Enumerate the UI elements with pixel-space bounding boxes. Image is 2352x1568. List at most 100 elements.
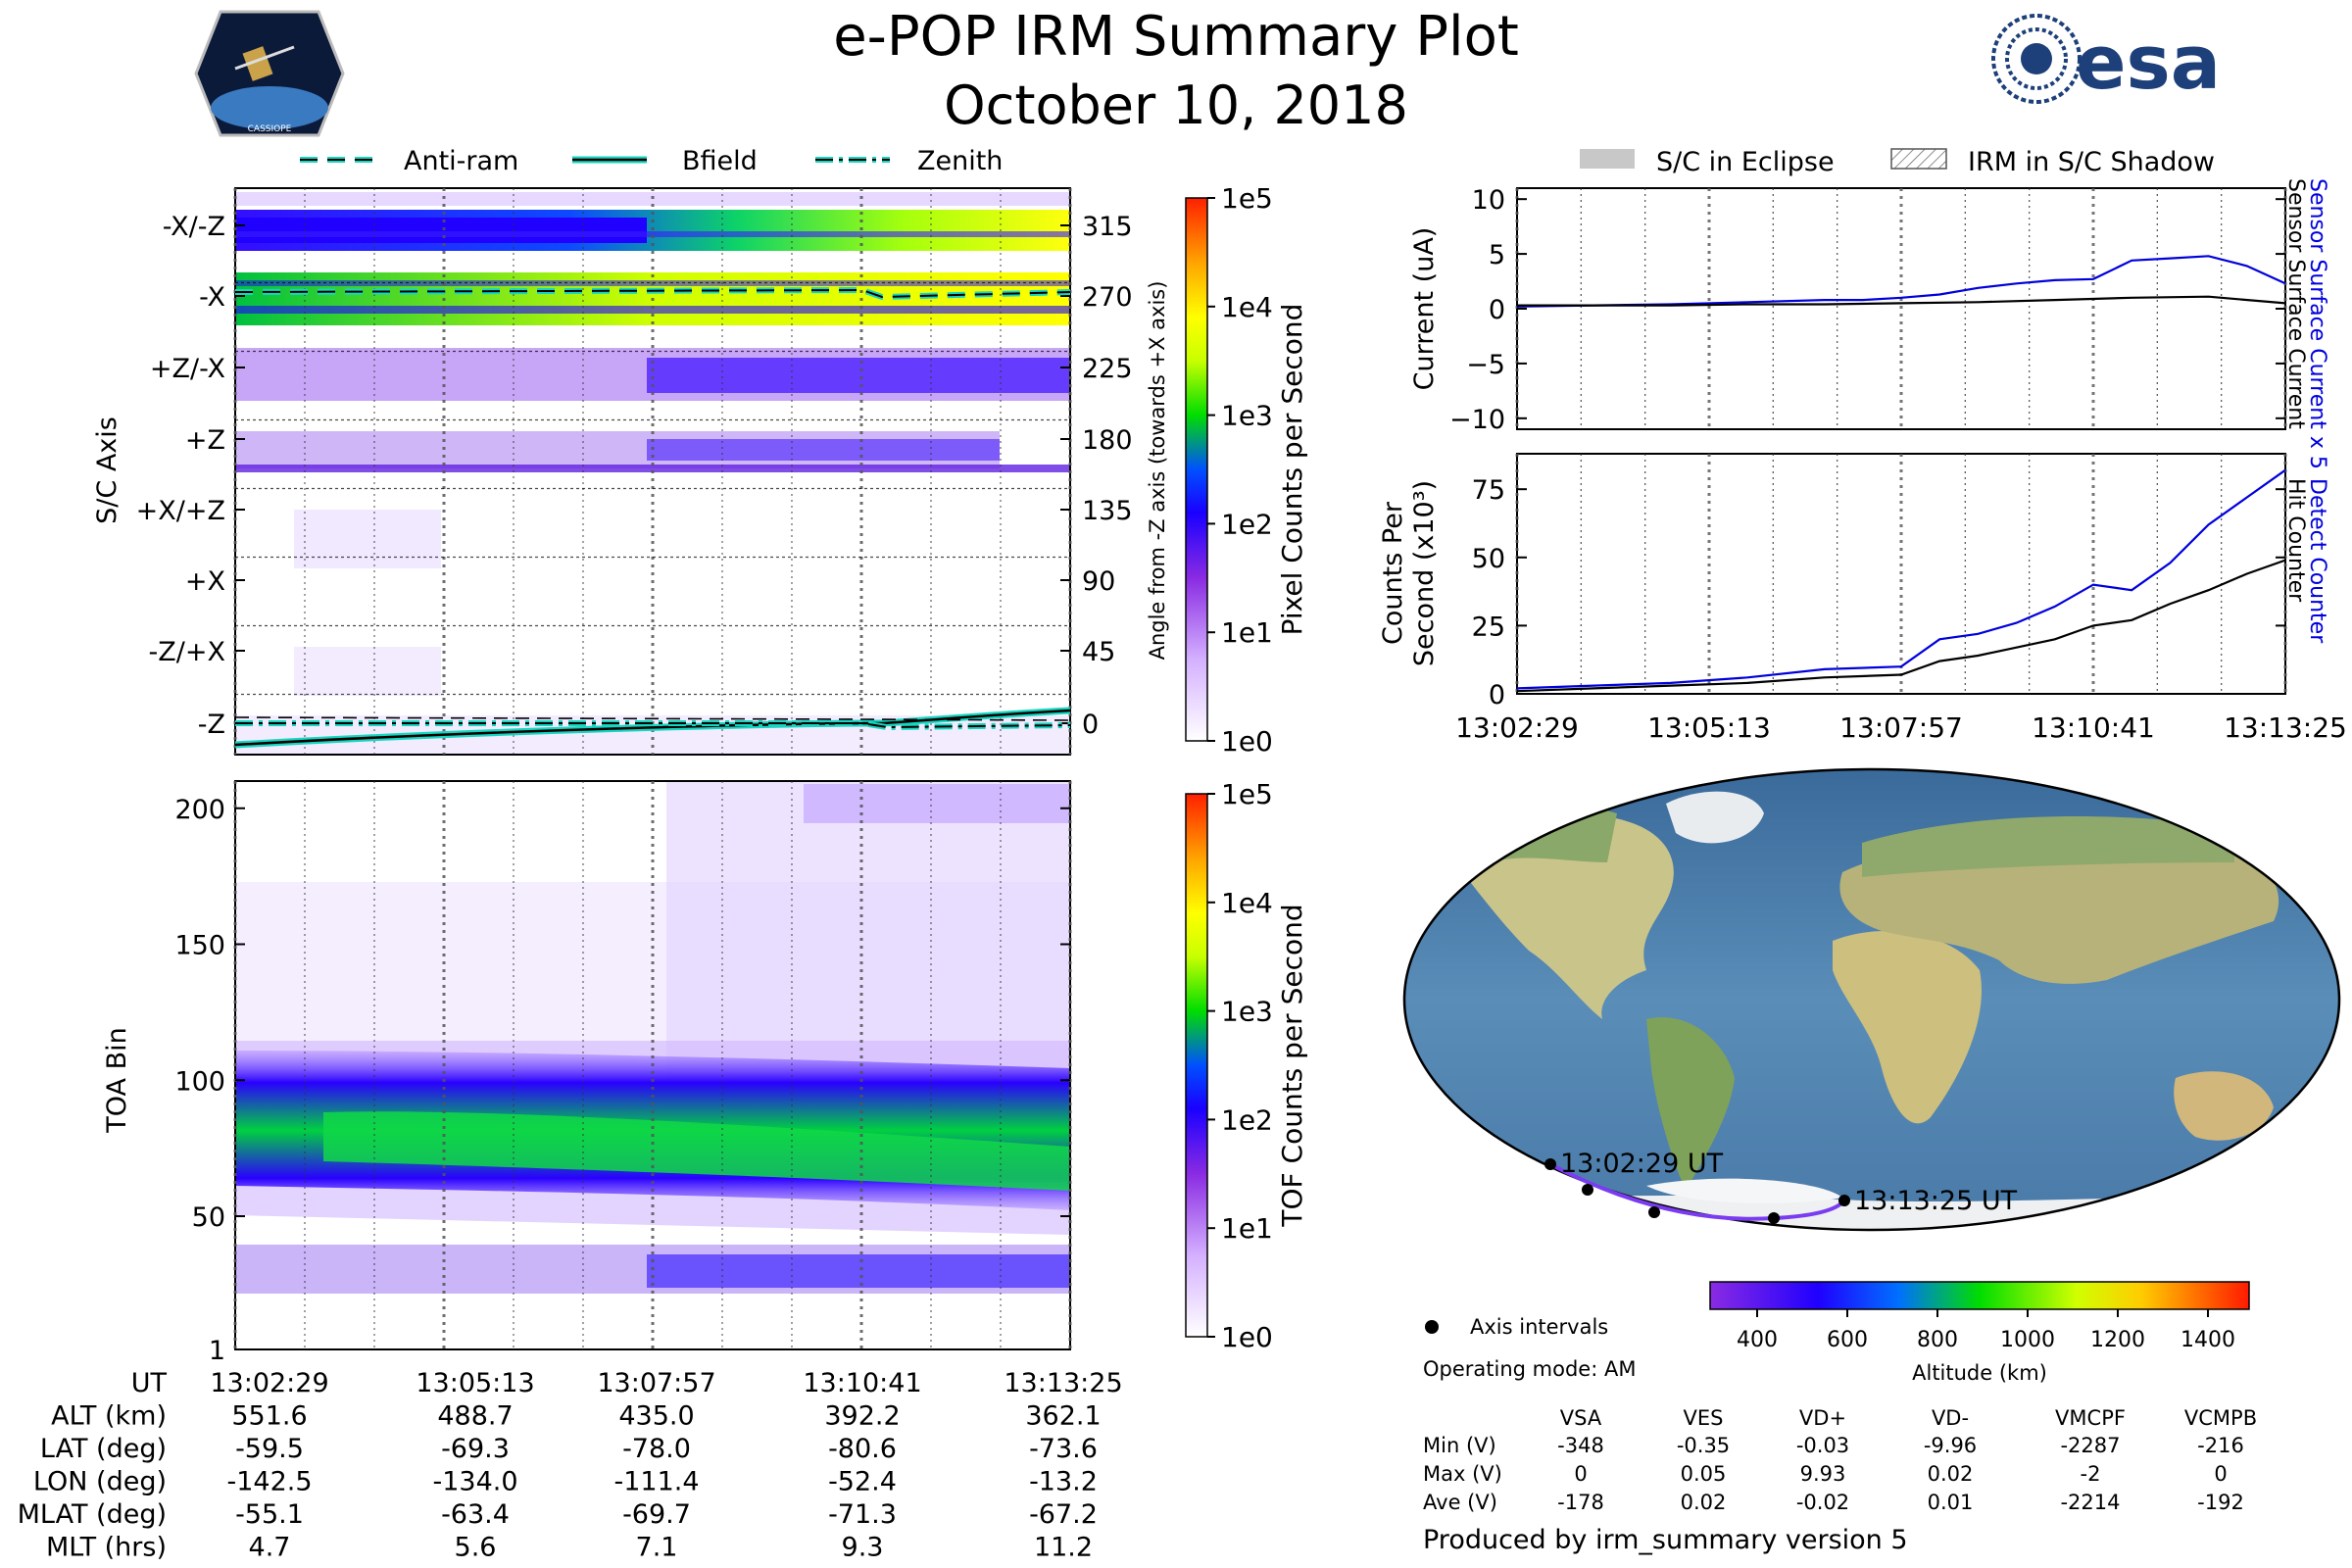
time-tick-label: 13:10:41 — [2032, 711, 2155, 744]
ephemeris-cell: -13.2 — [1029, 1467, 1098, 1497]
detect-counter-line — [1516, 468, 2286, 690]
surface-current-x5-line — [1516, 255, 2286, 308]
axis-label: -X/-Z — [163, 212, 225, 242]
orientation-legend: Anti-ram Bfield Zenith — [300, 146, 1003, 176]
y-tick-label: 10 — [1472, 185, 1505, 216]
voltage-header: VSA — [1560, 1406, 1602, 1430]
voltage-cell: -2214 — [2060, 1491, 2120, 1514]
ephemeris-cell: -73.6 — [1029, 1434, 1098, 1464]
zenith-trace-core — [235, 722, 1071, 729]
voltage-cell: -348 — [1557, 1434, 1604, 1457]
altitude-colorbar-axis: 400 600 800 1000 1200 1400 Altitude (km) — [1737, 1309, 2235, 1385]
axis-label: -Z/+X — [149, 637, 225, 667]
current-ylabel: Current (uA) — [1409, 227, 1440, 391]
time-tick-label: 13:13:25 — [2224, 711, 2347, 744]
axis-label: +Z — [185, 425, 225, 456]
series-label: Sensor Surface Current x 5 — [2305, 178, 2329, 469]
toa-tick-label: 100 — [174, 1066, 225, 1097]
altitude-tick-label: 400 — [1737, 1328, 1778, 1352]
y-tick-label: −10 — [1449, 405, 1505, 435]
time-tick-label: 13:05:13 — [1647, 711, 1771, 744]
voltage-cell: 9.93 — [1800, 1462, 1846, 1486]
ephemeris-cell: 435.0 — [618, 1401, 694, 1432]
cbar-tick-label: 1e2 — [1221, 1103, 1273, 1136]
ephemeris-cell: -78.0 — [622, 1434, 691, 1464]
ephemeris-cell: -59.5 — [235, 1434, 304, 1464]
track-line — [1549, 1162, 1846, 1221]
time-tick-label: 13:07:57 — [1839, 711, 1963, 744]
y-tick-label: 5 — [1489, 240, 1505, 270]
axis-label: +X — [185, 566, 225, 597]
voltage-header: VMCPF — [2055, 1406, 2126, 1430]
cbar-tick-label: 1e3 — [1221, 996, 1273, 1028]
series-label: Sensor Surface Current — [2283, 178, 2308, 429]
track-end-label: 13:13:25 UT — [1854, 1186, 2018, 1216]
legend-shadow: IRM in S/C Shadow — [1968, 147, 2215, 177]
cassiope-badge: CASSIOPE — [194, 10, 345, 137]
current-plot: 10 5 0 −5 −10 Sensor Surface Current x 5Senso… — [1409, 178, 2329, 469]
voltage-header: VD+ — [1799, 1406, 1846, 1430]
voltage-cell: -178 — [1557, 1491, 1604, 1514]
ephemeris-cell: -142.5 — [226, 1467, 312, 1497]
voltage-cell: -2287 — [2060, 1434, 2120, 1457]
voltage-cell: 0.02 — [1681, 1491, 1727, 1514]
esa-logo: esa — [1991, 14, 2221, 106]
voltage-header: VCMPB — [2184, 1406, 2257, 1430]
axis-interval-dot — [1648, 1206, 1660, 1218]
map-info: Axis intervals Operating mode: AM — [1423, 1315, 1636, 1381]
cbar-tick-label: 1e3 — [1221, 400, 1273, 432]
ephemeris-row-label: MLAT (deg) — [18, 1499, 167, 1530]
cbar-label: TOF Counts per Second — [1276, 904, 1308, 1227]
legend-anti-ram: Anti-ram — [404, 146, 518, 176]
angle-tick-label: 45 — [1082, 637, 1115, 667]
angle-spectrogram-overlay: -X/-Z 315 -X 270 +Z/-X 225 +Z 180 +X/+Z 135 +X 90 -Z… — [92, 188, 1169, 755]
axis-label: +X/+Z — [136, 496, 225, 526]
ephemeris-cell: -111.4 — [613, 1467, 699, 1497]
voltage-cell: -0.03 — [1796, 1434, 1849, 1457]
spectrogram-ylabel: S/C Axis — [92, 416, 122, 524]
voltage-cell: 0 — [2214, 1462, 2227, 1486]
legend-bfield: Bfield — [682, 146, 758, 176]
cbar-tick-label: 1e0 — [1221, 1321, 1273, 1353]
ephemeris-cell: -80.6 — [828, 1434, 897, 1464]
ephemeris-cell: -69.3 — [441, 1434, 510, 1464]
voltage-cell: -192 — [2197, 1491, 2244, 1514]
axis-interval-legend-marker — [1425, 1320, 1439, 1334]
ephemeris-cell: -67.2 — [1029, 1499, 1098, 1530]
voltage-row-label: Ave (V) — [1423, 1491, 1497, 1514]
operating-mode: Operating mode: AM — [1423, 1357, 1636, 1381]
cbar-tick-label: 1e5 — [1221, 778, 1273, 810]
footer-credit: Produced by irm_summary version 5 — [1423, 1525, 1908, 1555]
track-start-label: 13:02:29 UT — [1560, 1149, 1724, 1179]
page-title: e-POP IRM Summary Plot — [833, 5, 1519, 69]
pixel-colorbar — [1185, 197, 1208, 742]
time-tick-label: 13:02:29 — [1455, 711, 1579, 744]
altitude-tick-label: 800 — [1917, 1328, 1958, 1352]
toa-spectrogram-overlay: 200 150 100 50 1 TOA Bin — [102, 781, 1072, 1366]
series-label: Hit Counter — [2283, 478, 2308, 603]
axis-interval-dot — [1582, 1184, 1593, 1196]
altitude-tick-label: 1200 — [2090, 1328, 2145, 1352]
ephemeris-cell: 13:02:29 — [210, 1368, 328, 1398]
cbar-tick-label: 1e4 — [1221, 887, 1273, 919]
surface-current-line — [1517, 295, 2286, 307]
axis-label: -Z — [198, 710, 225, 740]
anti-ram-trace-core — [234, 288, 1071, 299]
angle-tick-label: 225 — [1082, 354, 1133, 384]
badge-text: CASSIOPE — [248, 124, 292, 134]
axis-label: +Z/-X — [150, 354, 225, 384]
angle-tick-label: 90 — [1082, 566, 1115, 597]
ephemeris-cell: 488.7 — [437, 1401, 513, 1432]
ephemeris-cell: -69.7 — [622, 1499, 691, 1530]
voltage-cell: 0.05 — [1681, 1462, 1727, 1486]
orbit-track: 13:02:29 UT 13:13:25 UT — [1544, 1149, 2018, 1224]
toa-tick-label: 200 — [174, 795, 225, 825]
altitude-tick-label: 1400 — [2180, 1328, 2235, 1352]
y-tick-label: −5 — [1466, 350, 1505, 380]
ephemeris-cell: 4.7 — [249, 1533, 291, 1563]
axis-label: -X — [199, 282, 225, 313]
toa-tick-label: 150 — [174, 931, 225, 961]
voltage-header: VD- — [1932, 1406, 1969, 1430]
angle-tick-label: 180 — [1082, 425, 1133, 456]
